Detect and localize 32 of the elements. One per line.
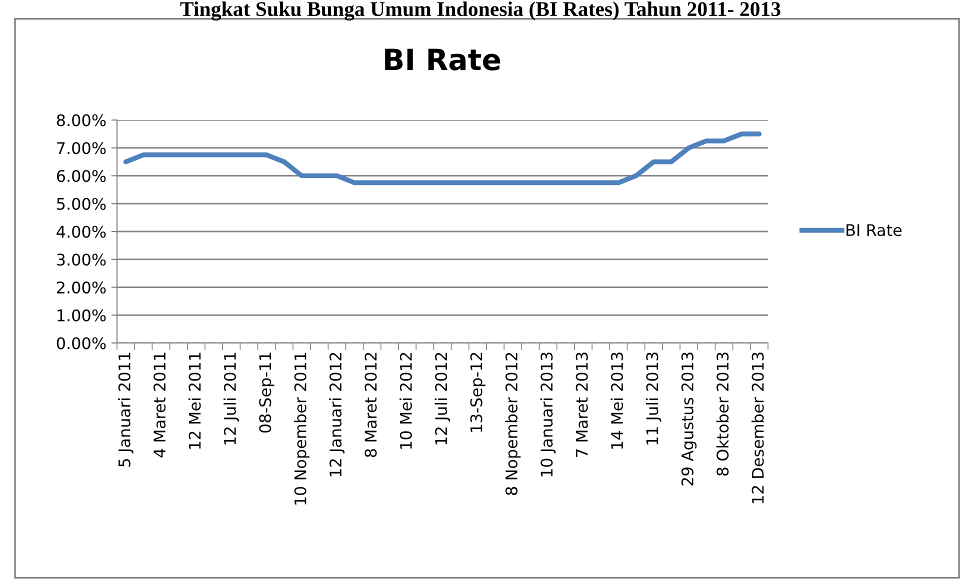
x-tick-label: 5 Januari 2011 [118, 352, 134, 467]
chart-title: Tingkat Suku Bunga Umum Indonesia (BI Rates) Tahun 2011- 2013 [180, 1, 780, 21]
x-tick-label: 12 Desember 2013 [751, 352, 764, 504]
y-tick-label: 0.00% [56, 337, 106, 350]
x-tick-label: 14 Mei 2013 [610, 352, 624, 449]
x-tick-label: 10 Nopember 2011 [294, 352, 310, 504]
x-tick-label: 13-Sep-12 [470, 352, 486, 432]
y-tick-label: 1.00% [58, 309, 106, 322]
x-tick-label: 10 Mei 2012 [400, 352, 412, 449]
x-tick-label: 12 Juli 2012 [434, 352, 450, 444]
x-tick-label: 29 Agustus 2013 [681, 352, 697, 486]
chart-subtitle: BI Rate [385, 48, 500, 70]
x-tick-label: 10 Januari 2013 [540, 352, 556, 476]
x-tick-label: 4 Maret 2011 [154, 352, 166, 458]
y-tick-label: 3.00% [57, 254, 106, 266]
y-tick-label: 4.00% [56, 226, 106, 238]
x-tick-label: 12 Juli 2011 [224, 352, 239, 444]
x-tick-label: 8 Maret 2012 [364, 352, 377, 458]
y-tick-label: 8.00% [56, 114, 106, 126]
y-tick-label: 2.00% [57, 281, 106, 294]
y-tick-label: 6.00% [56, 170, 106, 182]
line-series [123, 132, 762, 186]
x-tick-label: 11 Juli 2013 [646, 352, 662, 444]
y-tick-label: 5.00% [57, 198, 106, 210]
x-tick-label: 7 Maret 2013 [576, 352, 588, 457]
x-tick-label: 8 Oktober 2013 [716, 352, 729, 476]
x-tick-label: 12 Mei 2011 [188, 352, 201, 449]
x-tick-label: 8 Nopember 2012 [505, 352, 521, 495]
legend-label: BI Rate [846, 224, 902, 236]
x-tick-label: 08-Sep-11 [259, 352, 274, 433]
x-tick-label: 12 Januari 2012 [329, 352, 345, 476]
y-tick-label: 7.00% [57, 142, 106, 154]
